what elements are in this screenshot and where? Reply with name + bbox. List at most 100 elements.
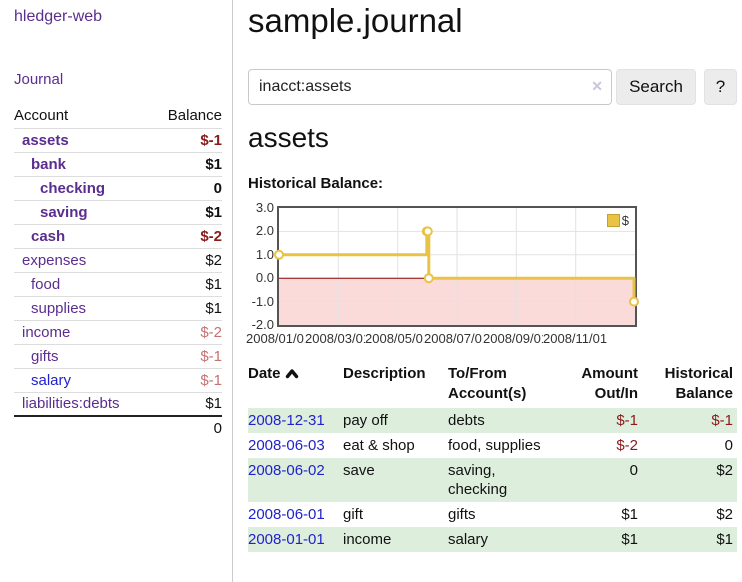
- search-box: ✕: [248, 69, 612, 105]
- y-axis-tick: 2.0: [255, 223, 274, 238]
- sidebar-item-journal[interactable]: Journal: [14, 71, 64, 88]
- transaction-date-link[interactable]: 2008-12-31: [248, 412, 325, 429]
- register-row: 2008-12-31 pay off debts $-1 $-1: [248, 408, 737, 433]
- account-row-saving: saving $1: [14, 199, 222, 224]
- data-point-marker: [423, 273, 434, 284]
- account-balance: $-1: [151, 367, 222, 392]
- accounts-balance-table: Account Balance assets $-1 bank $1 check…: [14, 104, 222, 440]
- account-balance: $-2: [151, 223, 222, 248]
- transaction-accounts: salary: [448, 531, 489, 548]
- app-title-link[interactable]: hledger-web: [14, 8, 103, 25]
- chart-title-label: Historical Balance:: [248, 175, 384, 192]
- transaction-balance: 0: [724, 437, 733, 454]
- search-row: ✕ Search ?: [248, 69, 742, 105]
- account-link-supplies[interactable]: supplies: [31, 299, 87, 317]
- account-balance: $1: [151, 151, 222, 176]
- main-content: sample.journal ✕ Search ? assets Histori…: [246, 0, 742, 582]
- date-column-header: Date: [248, 362, 343, 408]
- transaction-balance: $2: [716, 506, 733, 523]
- accounts-column-header: To/From Account(s): [448, 365, 527, 402]
- transaction-amount: $1: [621, 531, 638, 548]
- x-axis-tick: 2008/07/01: [424, 331, 488, 346]
- account-balance: $-2: [151, 319, 222, 344]
- account-balance: $2: [151, 247, 222, 272]
- data-point-marker: [629, 296, 639, 307]
- transaction-balance: $2: [716, 462, 733, 479]
- account-row-supplies: supplies $1: [14, 295, 222, 320]
- transaction-date-link[interactable]: 2008-06-03: [248, 437, 325, 454]
- clear-search-icon[interactable]: ✕: [591, 78, 603, 94]
- y-axis-tick: 3.0: [255, 200, 274, 215]
- account-link-gifts[interactable]: gifts: [31, 347, 59, 365]
- account-row-income: income $-2: [14, 319, 222, 344]
- chart-plot-area[interactable]: $: [274, 206, 639, 327]
- account-link-bank[interactable]: bank: [31, 155, 67, 173]
- search-input[interactable]: [248, 69, 612, 105]
- balance-column-header: Historical Balance: [664, 365, 733, 402]
- transaction-date-link[interactable]: 2008-06-02: [248, 462, 325, 479]
- account-column-header: Account: [14, 107, 69, 125]
- transaction-description: gift: [343, 506, 364, 523]
- transaction-accounts: food, supplies: [448, 437, 541, 454]
- transaction-amount: $-1: [616, 412, 638, 429]
- transaction-balance: $-1: [711, 412, 733, 429]
- account-balance: $1: [151, 391, 222, 416]
- transaction-description: eat & shop: [343, 437, 415, 454]
- x-axis-tick: 2008/01/01: [246, 331, 310, 346]
- accounts-total-row: 0: [14, 415, 222, 440]
- transaction-accounts: gifts: [448, 506, 476, 523]
- account-link-expenses[interactable]: expenses: [22, 251, 87, 269]
- data-point-marker: [274, 249, 284, 260]
- x-axis-tick: 2008/09/01: [483, 331, 547, 346]
- transaction-balance: $1: [716, 531, 733, 548]
- account-link-cash[interactable]: cash: [31, 227, 66, 245]
- y-axis-tick: -2.0: [251, 317, 274, 332]
- account-row-bank: bank $1: [14, 151, 222, 176]
- account-link-income[interactable]: income: [22, 323, 71, 341]
- account-row-checking: checking 0: [14, 175, 222, 200]
- sidebar-divider: [232, 0, 233, 582]
- transaction-description: save: [343, 462, 375, 479]
- register-table: Date Description To/From Account(s) Amou…: [248, 362, 737, 552]
- y-axis-tick: 0.0: [255, 270, 274, 285]
- data-point-marker: [422, 226, 433, 237]
- transaction-description: income: [343, 531, 392, 548]
- register-header-row: Date Description To/From Account(s) Amou…: [248, 362, 737, 408]
- account-link-saving[interactable]: saving: [40, 203, 88, 221]
- register-row: 2008-06-03 eat & shop food, supplies $-2…: [248, 433, 737, 458]
- transaction-amount: $-2: [616, 437, 638, 454]
- transaction-date-link[interactable]: 2008-01-01: [248, 531, 325, 548]
- transaction-accounts: debts: [448, 412, 485, 429]
- help-button[interactable]: ?: [704, 69, 737, 105]
- account-link-assets[interactable]: assets: [22, 131, 69, 149]
- page-title: sample.journal: [248, 2, 463, 39]
- x-axis-tick: 2008/11/01: [543, 331, 607, 346]
- accounts-header-row: Account Balance: [14, 104, 222, 128]
- search-button[interactable]: Search: [616, 69, 696, 105]
- y-axis-tick: -1.0: [251, 294, 274, 309]
- account-link-salary[interactable]: salary: [31, 371, 72, 389]
- transaction-date-link[interactable]: 2008-06-01: [248, 506, 325, 523]
- legend-label: $: [621, 213, 629, 228]
- legend-swatch-icon: [606, 214, 620, 227]
- account-link-food[interactable]: food: [31, 275, 61, 293]
- transaction-amount: 0: [629, 462, 638, 479]
- x-axis-tick: 2008/03/01: [305, 331, 369, 346]
- balance-column-header: Balance: [167, 107, 222, 125]
- transaction-amount: $1: [621, 506, 638, 523]
- account-row-food: food $1: [14, 271, 222, 296]
- description-column-header: Description: [343, 365, 426, 382]
- account-link-liabilities-debts[interactable]: liabilities:debts: [22, 395, 120, 413]
- register-row: 2008-01-01 income salary $1 $1: [248, 527, 737, 552]
- accounts-total-value: 0: [151, 415, 222, 440]
- account-row-cash: cash $-2: [14, 223, 222, 248]
- account-row-assets: assets $-1: [14, 127, 222, 152]
- account-link-checking[interactable]: checking: [40, 179, 106, 197]
- account-row-gifts: gifts $-1: [14, 343, 222, 368]
- sort-ascending-icon: [285, 369, 298, 379]
- amount-column-header: Amount Out/In: [581, 365, 638, 402]
- account-row-liabilities-debts: liabilities:debts $1: [14, 391, 222, 416]
- transaction-accounts: saving, checking: [448, 462, 508, 498]
- historical-balance-chart: 3.0 2.0 1.0 0.0 -1.0 -2.0: [246, 198, 742, 358]
- register-row: 2008-06-01 gift gifts $1 $2: [248, 502, 737, 527]
